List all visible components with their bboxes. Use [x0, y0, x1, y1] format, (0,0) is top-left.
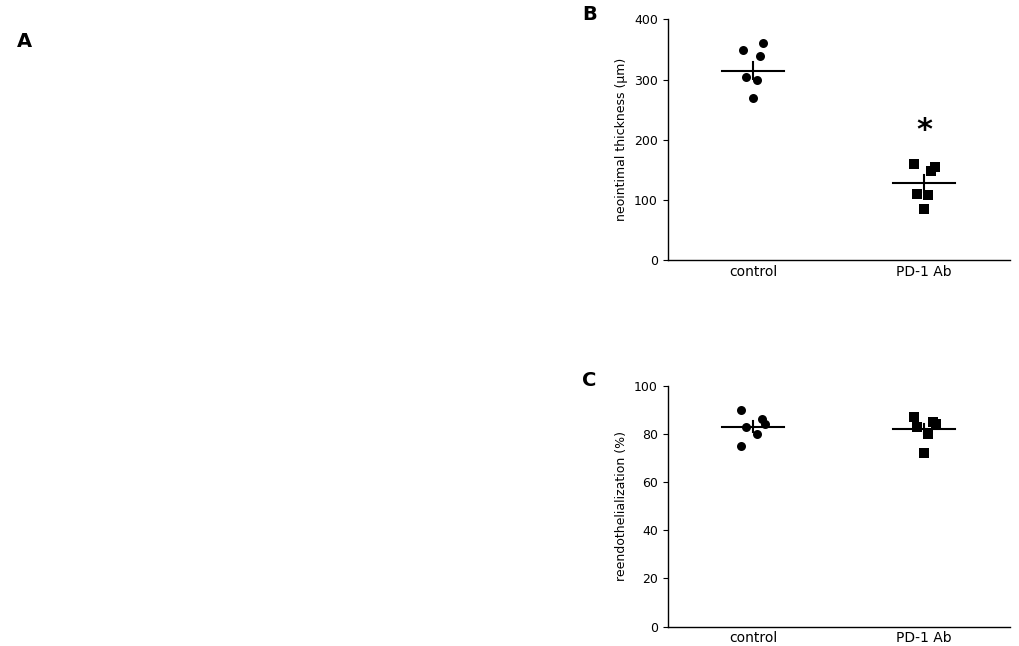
Point	[915, 204, 931, 214]
Point	[908, 189, 924, 199]
Text: B: B	[582, 5, 596, 24]
Point	[924, 417, 941, 427]
Point	[915, 448, 931, 458]
Point	[922, 166, 938, 176]
Y-axis label: neointimal thickness (μm): neointimal thickness (μm)	[614, 58, 628, 222]
Text: C: C	[582, 371, 596, 390]
Point	[738, 421, 754, 432]
Point	[918, 190, 934, 200]
Point	[744, 92, 760, 103]
Point	[925, 162, 942, 172]
Y-axis label: reendothelialization (%): reendothelialization (%)	[614, 431, 628, 581]
Point	[918, 429, 934, 439]
Point	[733, 404, 749, 415]
Point	[905, 159, 921, 169]
Point	[751, 50, 767, 61]
Point	[927, 419, 944, 430]
Point	[748, 74, 764, 85]
Point	[756, 419, 772, 430]
Point	[734, 45, 750, 55]
Point	[748, 429, 764, 439]
Point	[754, 38, 770, 48]
Point	[738, 72, 754, 82]
Point	[753, 414, 769, 424]
Point	[733, 441, 749, 451]
Point	[905, 412, 921, 422]
Text: *: *	[915, 116, 931, 145]
Text: A: A	[16, 32, 32, 50]
Point	[908, 421, 924, 432]
